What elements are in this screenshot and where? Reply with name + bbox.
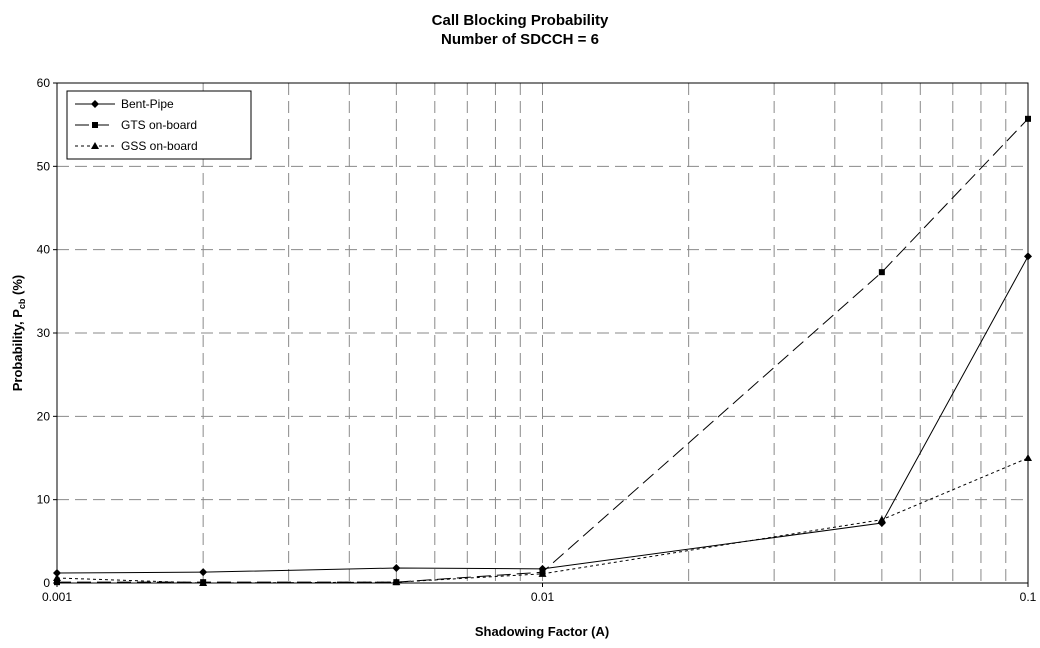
series-line <box>56 457 1029 584</box>
data-point <box>878 269 885 276</box>
y-axis-title-unit: (%) <box>10 275 25 299</box>
x-axis-title: Shadowing Factor (A) <box>475 624 609 639</box>
y-tick-label: 40 <box>37 243 51 257</box>
y-tick-label: 50 <box>37 159 51 173</box>
series-gts-on-board <box>54 115 1031 586</box>
data-point <box>54 579 60 586</box>
chart-title: Call Blocking Probability <box>431 12 609 29</box>
data-point <box>53 574 61 581</box>
data-point <box>392 578 401 586</box>
y-tick-label: 0 <box>43 576 50 590</box>
y-tick-label: 20 <box>37 409 51 423</box>
data-point <box>392 564 401 572</box>
data-point <box>53 569 61 577</box>
data-point <box>1024 252 1032 261</box>
x-tick-label: 0.1 <box>1020 590 1037 604</box>
series-line <box>57 118 1029 583</box>
data-point <box>877 515 886 523</box>
x-tick-label: 0.01 <box>531 590 555 604</box>
legend-marker <box>92 122 98 128</box>
y-axis-title-subscript: cb <box>17 298 27 309</box>
legend: Bent-Pipe GTS on-board GSS on-board <box>66 90 252 160</box>
series-gss-on-board <box>53 454 1032 586</box>
series-line <box>56 256 1029 574</box>
y-tick-label: 30 <box>37 326 51 340</box>
y-tick-label: 60 <box>37 76 51 90</box>
axis-ticks: 0 10 20 30 40 50 60 0.001 0.01 0.1 <box>37 76 1037 604</box>
y-axis-title-main: Probability, P <box>10 309 25 391</box>
data-point <box>199 579 208 586</box>
legend-label: Bent-Pipe <box>121 97 174 111</box>
legend-label: GTS on-board <box>121 118 197 132</box>
data-point <box>1024 454 1032 461</box>
series-layer <box>53 115 1032 586</box>
legend-marker <box>91 100 99 108</box>
legend-label: GSS on-board <box>121 139 198 153</box>
legend-marker <box>91 142 99 149</box>
y-axis-title: Probability, Pcb (%) <box>10 275 27 391</box>
data-point <box>538 569 547 577</box>
x-tick-label: 0.001 <box>42 590 72 604</box>
y-tick-label: 10 <box>37 493 51 507</box>
chart-subtitle: Number of SDCCH = 6 <box>441 31 599 48</box>
data-point <box>1025 115 1031 122</box>
data-point <box>199 568 208 577</box>
